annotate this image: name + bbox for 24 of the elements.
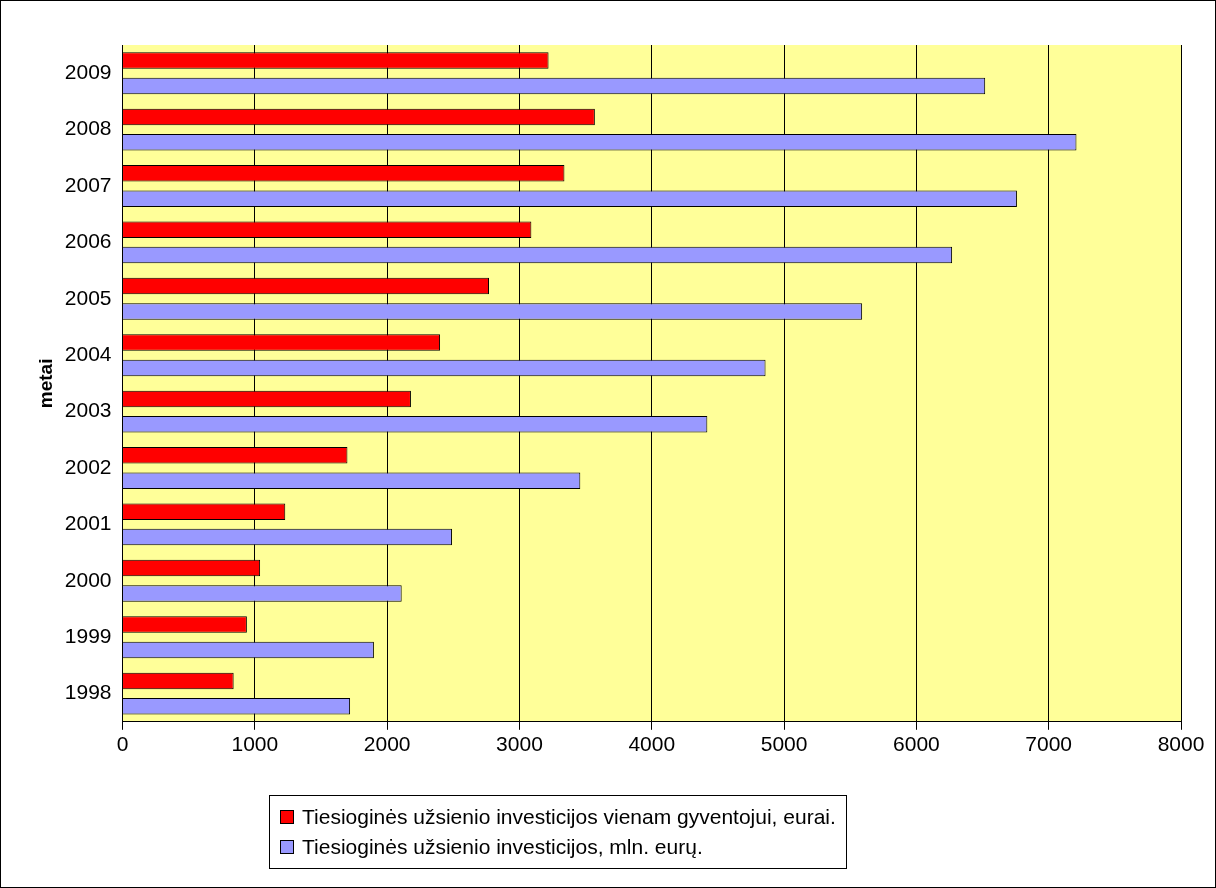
y-tick-label: 2006	[64, 229, 112, 253]
x-tick-label: 1000	[231, 732, 279, 756]
x-tick-label: 8000	[1157, 732, 1205, 756]
legend-label: Tiesioginės užsienio investicijos vienam gyventojui, eurai.	[302, 805, 836, 829]
y-tick-label: 2009	[64, 60, 112, 83]
y-tick-label: 1999	[64, 624, 112, 647]
y-tick-label: 2007	[64, 172, 112, 196]
y-axis-title: metai	[34, 358, 56, 409]
x-tick-label: 6000	[893, 732, 940, 756]
y-tick-label: 1998	[64, 680, 112, 704]
x-tick-label: 2000	[363, 732, 411, 756]
legend-label: Tiesioginės užsienio investicijos, mln. eurų.	[302, 835, 703, 859]
y-tick-label: 2004	[64, 342, 112, 365]
x-tick-label: 7000	[1025, 732, 1073, 756]
y-tick-label: 2003	[64, 398, 112, 422]
y-tick-label: 2002	[64, 454, 112, 478]
y-tick-label: 2005	[64, 285, 112, 309]
y-tick-label: 2008	[64, 116, 112, 140]
y-tick-label: 2001	[64, 511, 112, 535]
x-tick-label: 5000	[760, 732, 808, 756]
y-tick-label: 2000	[64, 567, 112, 591]
x-tick-label: 0	[116, 732, 129, 756]
x-tick-label: 4000	[628, 732, 676, 756]
x-tick-label: 3000	[496, 732, 543, 756]
